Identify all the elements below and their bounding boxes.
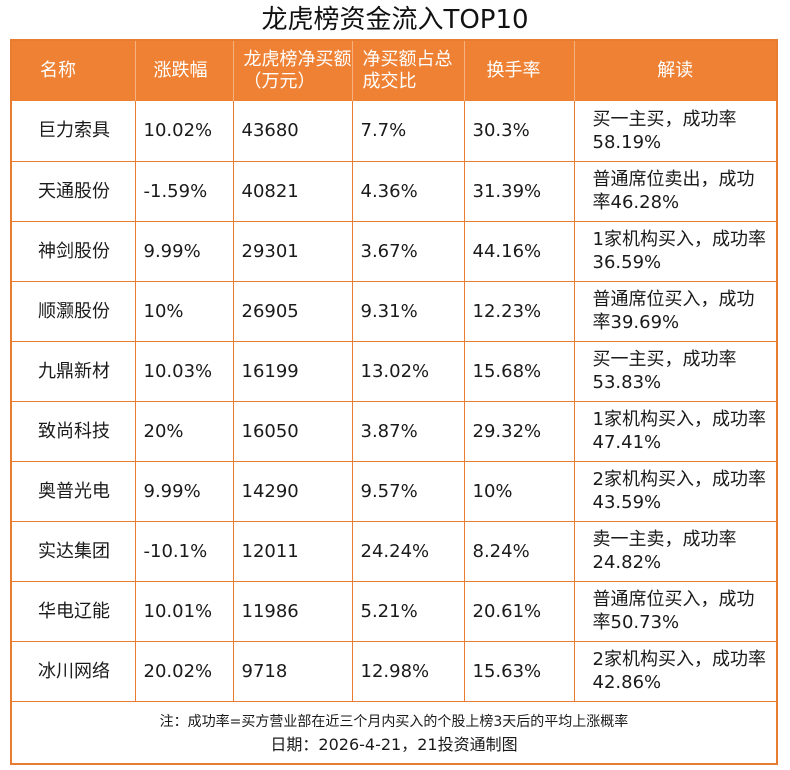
cell-turnover: 10% (464, 461, 575, 522)
cell-turnover: 44.16% (464, 221, 575, 282)
header-note: 解读 (657, 60, 694, 81)
cell-name: 华电辽能 (12, 581, 136, 642)
cell-turnover: 8.24% (464, 521, 575, 582)
cell-note: 普通席位买入，成功率50.73% (574, 581, 776, 642)
table-frame: 名称 涨跌幅 龙虎榜净买额（万元） 净买额占总成交比 换手率 解读 巨力索具 10… (10, 39, 778, 765)
cell-name: 奥普光电 (12, 461, 136, 522)
cell-ratio: 9.57% (352, 461, 465, 522)
cell-turnover: 30.3% (464, 101, 575, 162)
cell-change: 10.03% (135, 341, 234, 402)
cell-name: 冰川网络 (12, 641, 136, 702)
cell-net-buy: 16199 (233, 341, 353, 402)
cell-ratio: 24.24% (352, 521, 465, 582)
cell-name: 顺灏股份 (12, 281, 136, 342)
table-row: 顺灏股份 10% 26905 9.31% 12.23% 普通席位买入，成功率39.69% (12, 281, 776, 342)
table-row: 冰川网络 20.02% 9718 12.98% 15.63% 2家机构买入，成功率42.8… (12, 641, 776, 702)
cell-ratio: 9.31% (352, 281, 465, 342)
footnote: 注：成功率=买方营业部在近三个月内买入的个股上榜3天后的平均上涨概率 (159, 714, 629, 730)
cell-note: 1家机构买入，成功率36.59% (574, 221, 776, 282)
cell-net-buy: 40821 (233, 161, 353, 222)
cell-note: 普通席位买入，成功率39.69% (574, 281, 776, 342)
cell-turnover: 31.39% (464, 161, 575, 222)
cell-net-buy: 14290 (233, 461, 353, 522)
cell-change: -10.1% (135, 521, 234, 582)
cell-change: 9.99% (135, 461, 234, 522)
table-row: 华电辽能 10.01% 11986 5.21% 20.61% 普通席位买入，成功率50.7… (12, 581, 776, 642)
cell-net-buy: 12011 (233, 521, 353, 582)
cell-ratio: 7.7% (352, 101, 465, 162)
cell-net-buy: 9718 (233, 641, 353, 702)
cell-note: 普通席位卖出，成功率46.28% (574, 161, 776, 222)
date-line: 日期：2026-4-21，21投资通制图 (270, 735, 518, 754)
cell-change: 20.02% (135, 641, 234, 702)
cell-ratio: 3.87% (352, 401, 465, 462)
page-title: 龙虎榜资金流入TOP10 (261, 5, 529, 35)
cell-note: 2家机构买入，成功率42.86% (574, 641, 776, 702)
cell-net-buy: 43680 (233, 101, 353, 162)
cell-turnover: 29.32% (464, 401, 575, 462)
cell-net-buy: 26905 (233, 281, 353, 342)
cell-turnover: 20.61% (464, 581, 575, 642)
table-row: 奥普光电 9.99% 14290 9.57% 10% 2家机构买入，成功率43.59% (12, 461, 776, 522)
cell-name: 致尚科技 (12, 401, 136, 462)
cell-ratio: 13.02% (352, 341, 465, 402)
cell-change: 20% (135, 401, 234, 462)
cell-note: 2家机构买入，成功率43.59% (574, 461, 776, 522)
cell-ratio: 5.21% (352, 581, 465, 642)
header-net-buy: 龙虎榜净买额（万元） (233, 41, 353, 101)
table-row: 致尚科技 20% 16050 3.87% 29.32% 1家机构买入，成功率47.41% (12, 401, 776, 462)
table-row: 神剑股份 9.99% 29301 3.67% 44.16% 1家机构买入，成功率36.59… (12, 221, 776, 282)
cell-name: 九鼎新材 (12, 341, 136, 402)
cell-name: 天通股份 (12, 161, 136, 222)
header-change: 涨跌幅 (135, 41, 234, 101)
cell-turnover: 15.63% (464, 641, 575, 702)
cell-name: 实达集团 (12, 521, 136, 582)
table-row: 九鼎新材 10.03% 16199 13.02% 15.68% 买一主买，成功率53.83… (12, 341, 776, 402)
cell-name: 神剑股份 (12, 221, 136, 282)
header-turnover: 换手率 (464, 41, 575, 101)
cell-ratio: 3.67% (352, 221, 465, 282)
header-row: 名称 涨跌幅 龙虎榜净买额（万元） 净买额占总成交比 换手率 解读 (12, 41, 776, 101)
cell-name: 巨力索具 (12, 101, 136, 162)
cell-turnover: 15.68% (464, 341, 575, 402)
table-row: 巨力索具 10.02% 43680 7.7% 30.3% 买一主买，成功率58.19% (12, 101, 776, 162)
cell-change: 10.02% (135, 101, 234, 162)
cell-net-buy: 29301 (233, 221, 353, 282)
table-body: 巨力索具 10.02% 43680 7.7% 30.3% 买一主买，成功率58.19% 天通… (12, 101, 776, 702)
cell-change: 10.01% (135, 581, 234, 642)
table-row: 天通股份 -1.59% 40821 4.36% 31.39% 普通席位卖出，成功率46.2… (12, 161, 776, 222)
top10-table: 名称 涨跌幅 龙虎榜净买额（万元） 净买额占总成交比 换手率 解读 巨力索具 10… (12, 41, 776, 702)
cell-change: 9.99% (135, 221, 234, 282)
cell-ratio: 12.98% (352, 641, 465, 702)
header-ratio: 净买额占总成交比 (352, 41, 465, 101)
cell-net-buy: 16050 (233, 401, 353, 462)
cell-note: 1家机构买入，成功率47.41% (574, 401, 776, 462)
cell-note: 卖一主卖，成功率24.82% (574, 521, 776, 582)
header-name: 名称 (12, 41, 136, 101)
cell-note: 买一主买，成功率53.83% (574, 341, 776, 402)
cell-change: 10% (135, 281, 234, 342)
cell-ratio: 4.36% (352, 161, 465, 222)
table-row: 实达集团 -10.1% 12011 24.24% 8.24% 卖一主卖，成功率24.82% (12, 521, 776, 582)
cell-note: 买一主买，成功率58.19% (574, 101, 776, 162)
cell-change: -1.59% (135, 161, 234, 222)
cell-net-buy: 11986 (233, 581, 353, 642)
cell-turnover: 12.23% (464, 281, 575, 342)
